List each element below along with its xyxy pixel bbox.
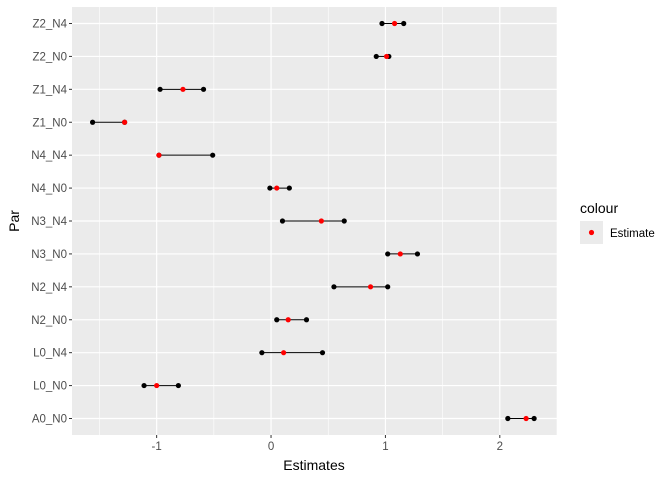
x-tick-label: 0 bbox=[268, 441, 274, 453]
lower-point bbox=[505, 415, 511, 422]
lower-point bbox=[331, 284, 337, 290]
upper-point bbox=[286, 185, 292, 191]
estimate-point bbox=[285, 317, 291, 323]
legend: colour Estimate bbox=[580, 200, 655, 244]
estimate-point bbox=[523, 415, 529, 422]
upper-point bbox=[200, 86, 207, 92]
x-tick-label: 1 bbox=[382, 441, 388, 453]
lower-point bbox=[279, 218, 286, 224]
estimate-point bbox=[274, 185, 280, 191]
y-tick-label: N4_N0 bbox=[31, 183, 67, 195]
lower-point bbox=[385, 251, 391, 257]
lower-point bbox=[141, 382, 147, 389]
estimate-point bbox=[122, 119, 128, 125]
y-tick-label: N3_N4 bbox=[31, 216, 67, 228]
x-tick-label: 2 bbox=[497, 441, 503, 453]
lower-point bbox=[259, 350, 265, 356]
lower-point bbox=[274, 317, 280, 323]
y-tick-label: Z1_N0 bbox=[32, 117, 67, 129]
y-tick-label: L0_N4 bbox=[33, 348, 67, 360]
lower-point bbox=[267, 185, 273, 191]
y-tick-label: Z1_N4 bbox=[32, 84, 67, 96]
y-tick-label: A0_N0 bbox=[32, 414, 67, 426]
estimate-point bbox=[391, 20, 398, 27]
lower-point bbox=[373, 53, 379, 60]
upper-point bbox=[414, 251, 421, 257]
legend-key-point bbox=[588, 229, 595, 236]
estimate-point bbox=[318, 218, 324, 224]
upper-point bbox=[319, 350, 326, 356]
lower-point bbox=[89, 119, 96, 125]
lower-point bbox=[157, 86, 163, 92]
y-tick-label: N2_N0 bbox=[31, 315, 67, 327]
estimate-point bbox=[154, 382, 160, 389]
upper-point bbox=[175, 382, 181, 389]
x-tick-label: -1 bbox=[152, 441, 162, 453]
upper-point bbox=[341, 218, 347, 224]
estimate-point bbox=[281, 350, 287, 356]
y-tick-label: N4_N4 bbox=[31, 150, 67, 162]
y-tick-label: N3_N0 bbox=[31, 249, 67, 261]
upper-point bbox=[401, 20, 407, 27]
y-tick-label: N2_N4 bbox=[31, 282, 67, 294]
upper-point bbox=[531, 415, 537, 422]
estimate-point bbox=[397, 251, 403, 257]
y-tick-label: Z2_N0 bbox=[32, 51, 67, 63]
y-tick-label: Z2_N4 bbox=[32, 19, 67, 31]
estimate-point bbox=[383, 53, 390, 60]
x-axis-title: Estimates bbox=[283, 457, 344, 473]
y-axis-title: Par bbox=[6, 210, 22, 232]
upper-point bbox=[385, 284, 391, 290]
estimate-point bbox=[180, 86, 186, 92]
upper-point bbox=[303, 317, 310, 323]
lower-point bbox=[379, 20, 385, 27]
y-tick-label: L0_N0 bbox=[33, 381, 67, 393]
legend-title: colour bbox=[580, 200, 618, 216]
estimate-point bbox=[156, 152, 162, 158]
legend-label-estimate: Estimate bbox=[610, 228, 655, 240]
estimate-point bbox=[367, 284, 374, 290]
upper-point bbox=[210, 152, 216, 158]
